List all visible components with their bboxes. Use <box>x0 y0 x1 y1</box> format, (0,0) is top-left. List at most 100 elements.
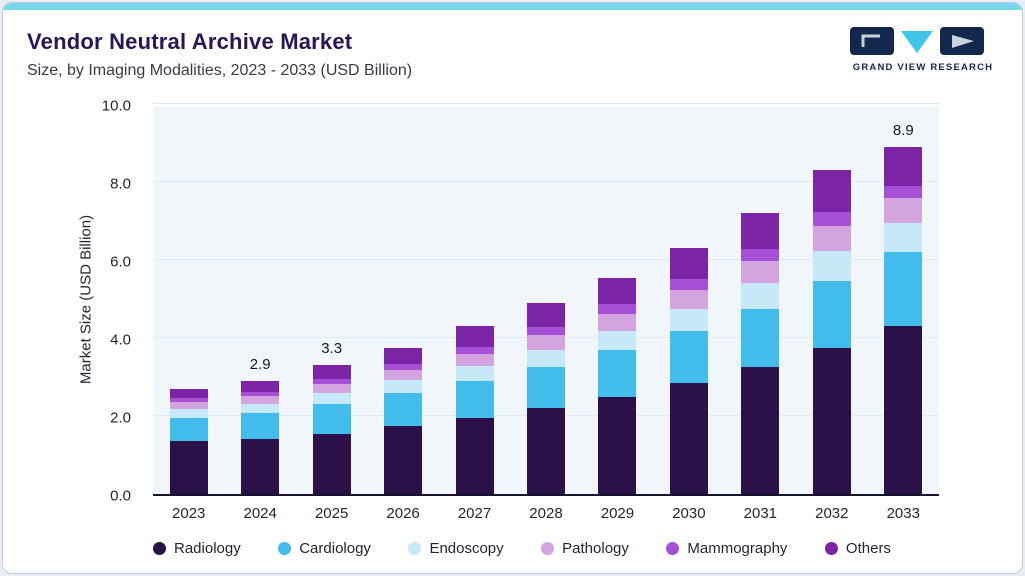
chart-header: Vendor Neutral Archive Market Size, by I… <box>27 29 412 80</box>
plot-area: 2.9 3.3 8.9 <box>153 103 939 496</box>
segment-mammography-2030 <box>669 279 708 290</box>
segment-pathology-2028 <box>526 335 565 351</box>
segment-radiology-2029 <box>598 396 637 494</box>
segment-mammography-2023 <box>169 398 208 403</box>
bar-value-label-2024: 2.9 <box>249 355 271 373</box>
segment-pathology-2032 <box>812 226 851 252</box>
bar-stack-2029 <box>598 277 637 494</box>
x-tick-2027: 2027 <box>457 505 492 522</box>
grand-view-research-logo-text: GRAND VIEW RESEARCH <box>853 62 994 73</box>
legend-item-radiology: Radiology <box>153 540 241 557</box>
segment-radiology-2027 <box>455 417 494 494</box>
segment-pathology-2029 <box>598 313 637 331</box>
x-tick-2026: 2026 <box>386 505 420 522</box>
bar-stack-2030 <box>669 248 708 494</box>
gridline-6 <box>153 259 939 260</box>
bar-stack-2023 <box>169 388 208 494</box>
bar-2023 <box>153 106 224 494</box>
segment-radiology-2024 <box>241 438 280 494</box>
segment-cardiology-2032 <box>812 280 851 348</box>
legend-item-cardiology: Cardiology <box>278 540 371 557</box>
bar-2026 <box>367 106 438 494</box>
segment-cardiology-2030 <box>669 331 708 383</box>
grand-view-research-logo: GRAND VIEW RESEARCH <box>848 27 998 73</box>
segment-endoscopy-2033 <box>884 222 923 253</box>
grand-view-research-logo-icon: GRAND VIEW RESEARCH <box>850 27 994 73</box>
bar-stack-2032 <box>812 170 851 494</box>
x-tick-2031: 2031 <box>743 505 778 522</box>
segment-others-2028 <box>526 302 565 328</box>
segment-mammography-2032 <box>812 212 851 227</box>
segment-others-2026 <box>384 347 423 365</box>
x-tick-2032: 2032 <box>815 505 849 522</box>
bar-stack-2025 <box>312 365 351 494</box>
bar-2031 <box>725 106 796 494</box>
segment-radiology-2028 <box>526 408 565 494</box>
segment-cardiology-2023 <box>169 417 208 442</box>
segment-radiology-2030 <box>669 382 708 494</box>
segment-mammography-2026 <box>384 364 423 371</box>
segment-others-2031 <box>741 213 780 250</box>
segment-pathology-2025 <box>312 384 351 394</box>
y-tick-0.0: 0.0 <box>110 487 131 505</box>
segment-others-2033 <box>884 146 923 186</box>
segment-cardiology-2027 <box>455 380 494 418</box>
segment-endoscopy-2032 <box>812 251 851 281</box>
gridline-10 <box>153 103 939 104</box>
bar-value-label-2025: 3.3 <box>321 340 343 358</box>
accent-top-bar <box>3 3 1022 10</box>
segment-cardiology-2025 <box>312 404 351 434</box>
bar-value-label-2033: 8.9 <box>892 121 914 139</box>
bar-2029 <box>582 106 653 494</box>
segment-endoscopy-2027 <box>455 366 494 381</box>
segment-radiology-2023 <box>169 441 208 494</box>
segment-radiology-2033 <box>884 326 923 494</box>
bar-stack-2028 <box>526 302 565 494</box>
bar-stack-2026 <box>384 347 423 494</box>
x-tick-2024: 2024 <box>243 505 277 522</box>
bar-stack-2031 <box>741 213 780 494</box>
segment-others-2027 <box>455 326 494 347</box>
x-axis-labels: 2023 2024 2025 2026 2027 2028 2029 2030 2031 2032… <box>153 505 939 522</box>
segment-others-2025 <box>312 365 351 380</box>
segment-mammography-2033 <box>884 185 923 198</box>
bars-container: 2.9 3.3 8.9 <box>153 106 939 494</box>
legend-label-mammography: Mammography <box>687 540 788 557</box>
bar-2030 <box>653 106 724 494</box>
segment-endoscopy-2029 <box>598 330 637 351</box>
segment-pathology-2026 <box>384 370 423 381</box>
segment-endoscopy-2023 <box>169 409 208 418</box>
chart-legend: Radiology Cardiology Endoscopy Pathology Mam… <box>153 540 891 557</box>
bar-stack-2027 <box>455 326 494 494</box>
segment-endoscopy-2031 <box>741 283 780 309</box>
segment-others-2023 <box>169 388 208 399</box>
x-tick-2030: 2030 <box>672 505 706 522</box>
segment-endoscopy-2025 <box>312 393 351 405</box>
segment-mammography-2024 <box>241 391 280 397</box>
bar-2027 <box>439 106 510 494</box>
legend-label-endoscopy: Endoscopy <box>429 540 504 557</box>
legend-dot-endoscopy <box>408 542 422 555</box>
segment-endoscopy-2024 <box>241 403 280 414</box>
segment-others-2030 <box>669 248 708 280</box>
segment-cardiology-2026 <box>384 392 423 426</box>
x-tick-2029: 2029 <box>600 505 635 522</box>
y-tick-10.0: 10.0 <box>101 97 131 115</box>
segment-pathology-2023 <box>169 402 208 410</box>
legend-dot-pathology <box>541 542 555 555</box>
segment-cardiology-2029 <box>598 350 637 397</box>
legend-item-pathology: Pathology <box>541 540 629 557</box>
segment-radiology-2031 <box>741 367 780 494</box>
segment-others-2032 <box>812 170 851 213</box>
legend-item-others: Others <box>824 540 891 557</box>
legend-label-pathology: Pathology <box>562 540 629 557</box>
bar-2024: 2.9 <box>224 106 295 494</box>
segment-mammography-2029 <box>598 304 637 314</box>
bar-2025: 3.3 <box>296 106 367 494</box>
segment-pathology-2024 <box>241 396 280 404</box>
segment-pathology-2031 <box>741 261 780 284</box>
segment-cardiology-2033 <box>884 252 923 327</box>
legend-dot-radiology <box>153 542 166 555</box>
y-tick-6.0: 6.0 <box>110 253 131 271</box>
